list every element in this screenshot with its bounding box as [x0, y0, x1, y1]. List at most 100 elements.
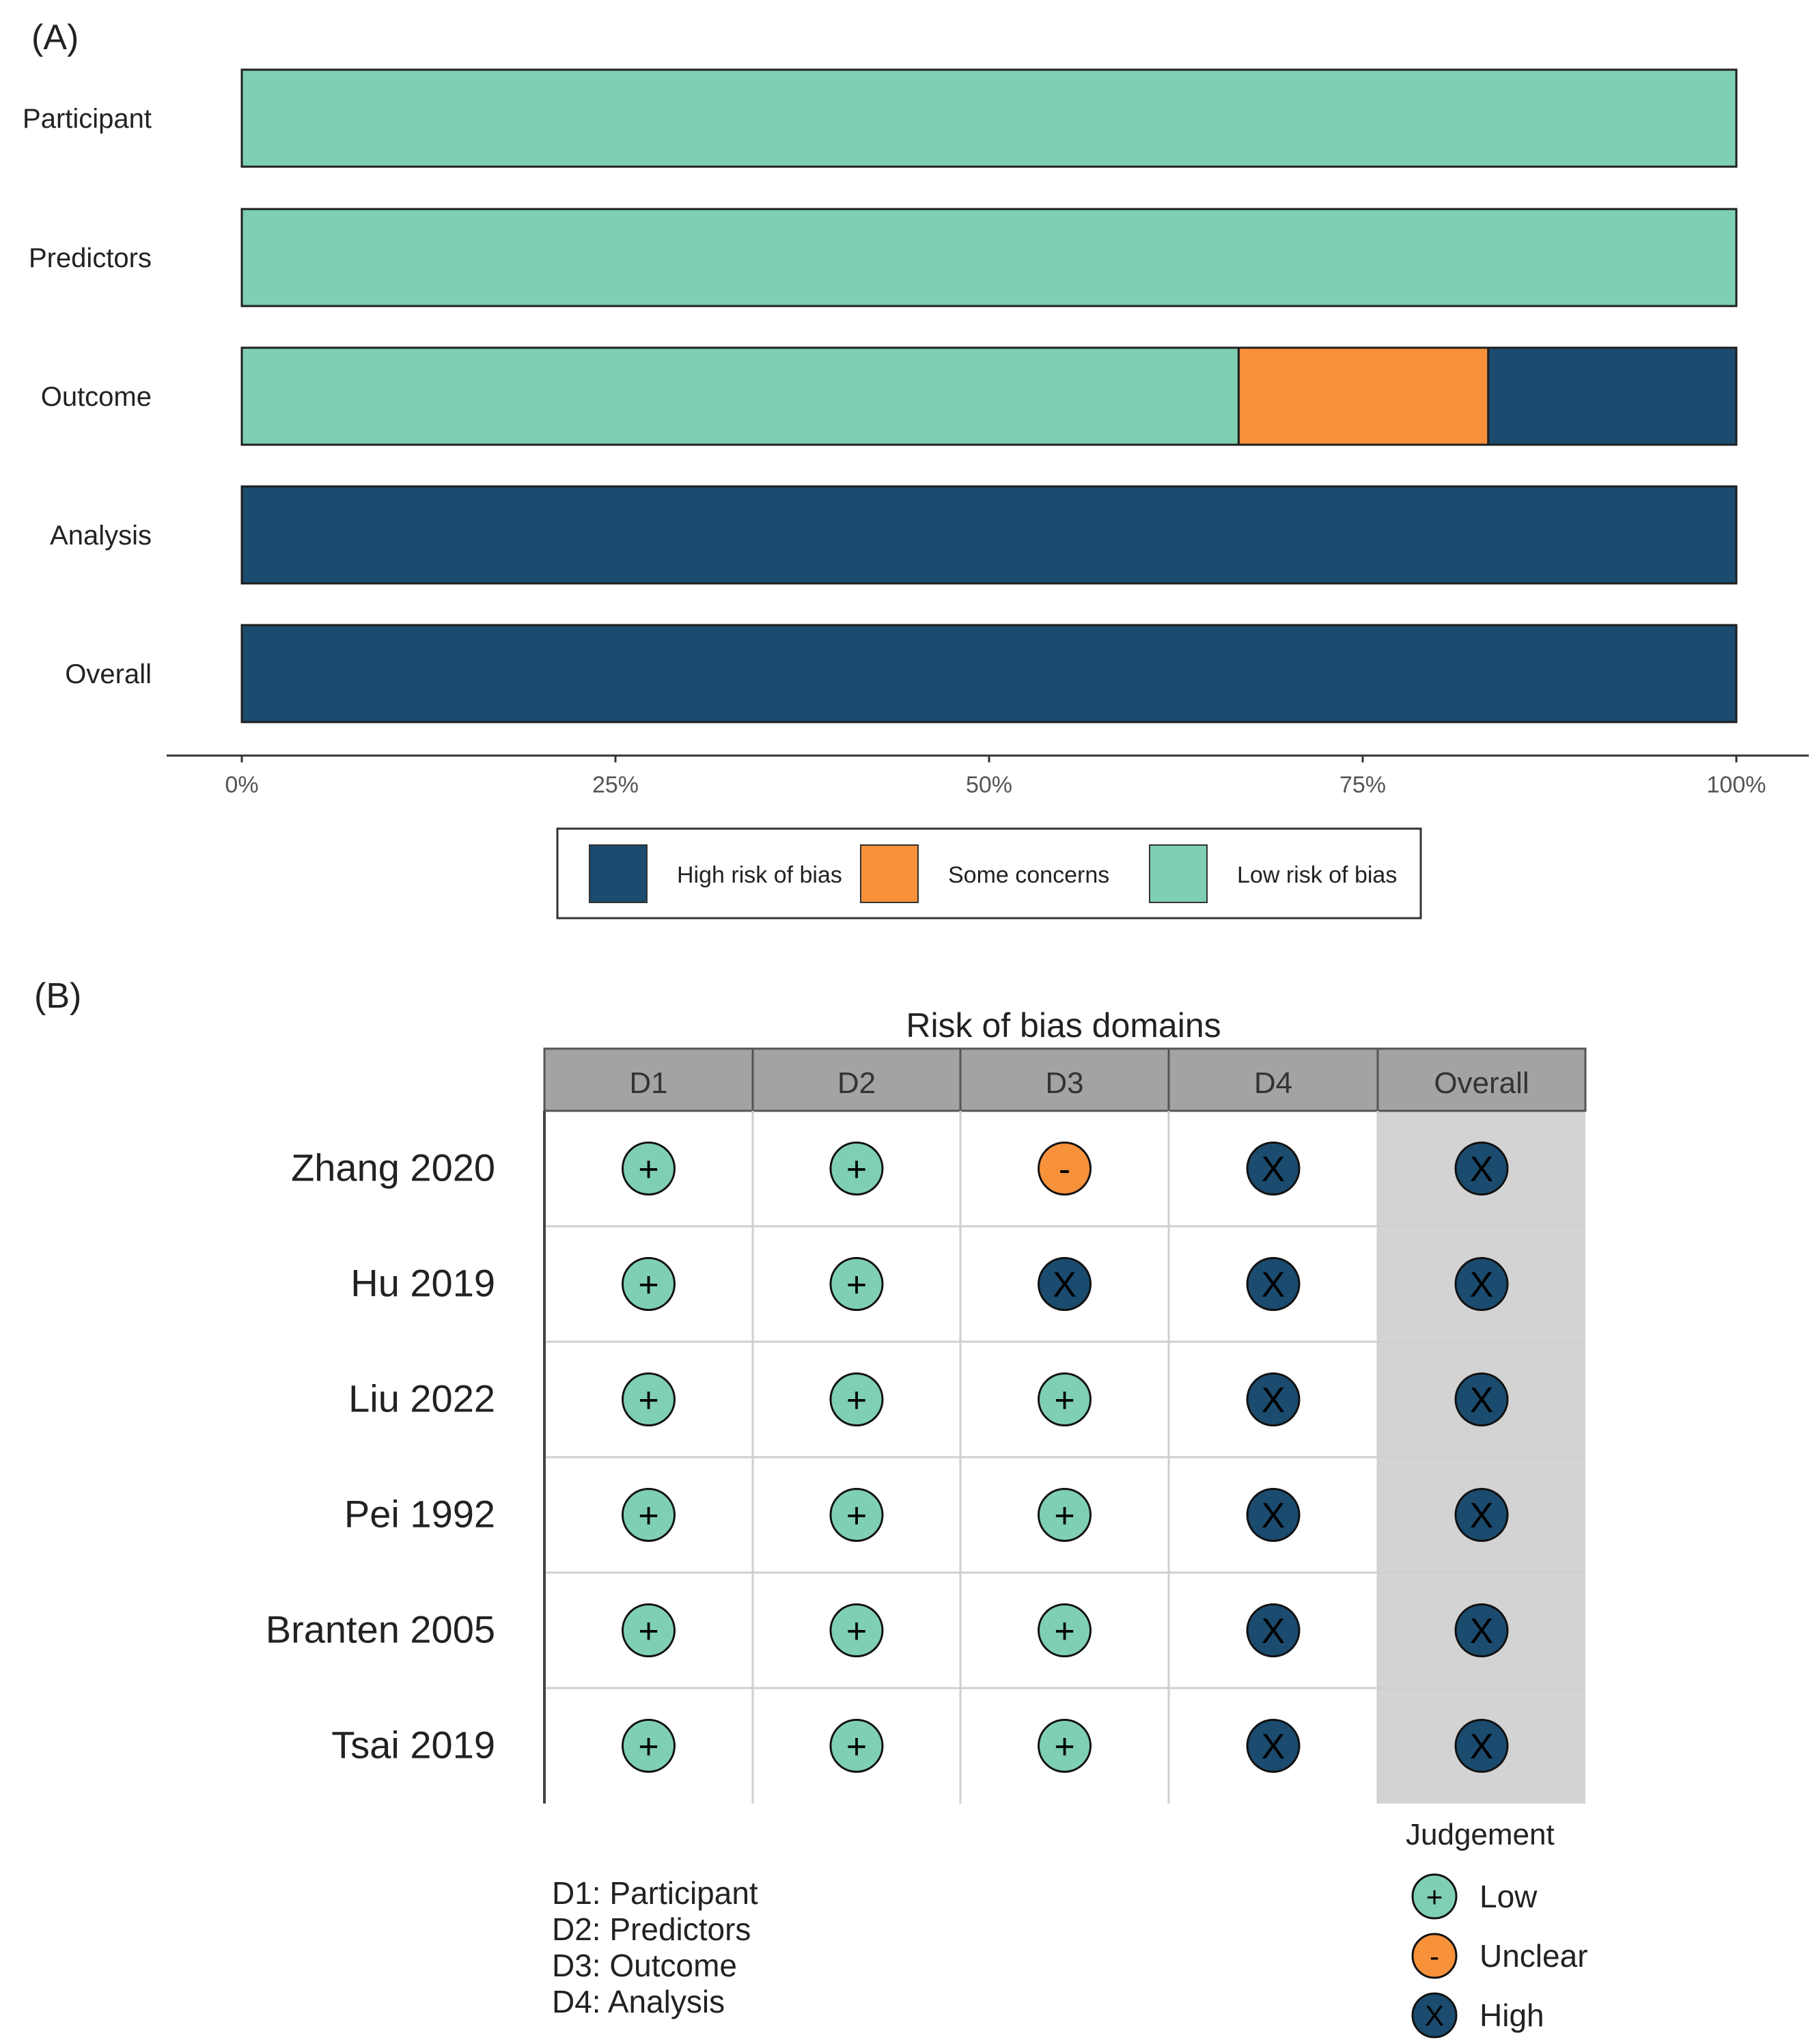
- x-tick-label: 75%: [1339, 772, 1386, 798]
- judgement-circle-low: [829, 1488, 884, 1542]
- bar-segment-high: [1487, 346, 1738, 446]
- judgement-symbol-unclear: -: [1059, 1150, 1070, 1189]
- judgement-circle-low: [829, 1257, 884, 1311]
- legend-swatch-low: [1149, 844, 1208, 903]
- study-label: Branten 2005: [266, 1608, 495, 1651]
- judgement-symbol-low: +: [1054, 1612, 1074, 1651]
- judgement-circle-low: [622, 1257, 676, 1311]
- column-header-cell: [751, 1047, 962, 1112]
- judgement-legend-label: Unclear: [1480, 1938, 1588, 1974]
- judgement-symbol-low: +: [1054, 1727, 1074, 1767]
- judgement-symbol-low: +: [846, 1612, 867, 1651]
- domain-key-line: D2: Predictors: [552, 1911, 751, 1947]
- judgement-symbol-unclear: -: [1430, 1940, 1439, 1972]
- judgement-symbol-low: +: [1426, 1881, 1443, 1913]
- judgement-circle-unclear: [1038, 1142, 1092, 1196]
- x-tick-label: 100%: [1707, 772, 1766, 798]
- judgement-circle-high: [1246, 1719, 1301, 1773]
- judgement-circle-low: [622, 1603, 676, 1657]
- judgement-circle-high: [1038, 1257, 1092, 1311]
- x-tick-label: 0%: [225, 772, 258, 798]
- column-header: D4: [1254, 1066, 1292, 1100]
- legend-label: Low risk of bias: [1237, 862, 1397, 888]
- judgement-symbol-low: +: [638, 1727, 658, 1767]
- judgement-circle-high: [1454, 1372, 1509, 1426]
- bar-segment-low: [240, 346, 1240, 446]
- judgement-circle-high: [1454, 1257, 1509, 1311]
- judgement-symbol-high: X: [1262, 1612, 1286, 1651]
- bar-segment-low: [240, 208, 1738, 307]
- bar-segment-low: [240, 68, 1738, 168]
- domain-key-line: D3: Outcome: [552, 1948, 737, 1983]
- category-label: Analysis: [50, 521, 152, 551]
- category-label: Overall: [65, 659, 152, 689]
- judgement-circle-high: [1454, 1488, 1509, 1542]
- judgement-symbol-high: X: [1470, 1265, 1494, 1305]
- column-header: Overall: [1434, 1066, 1529, 1100]
- judgement-symbol-high: X: [1053, 1265, 1077, 1305]
- domain-key-line: D4: Analysis: [552, 1984, 725, 2019]
- category-label: Outcome: [41, 382, 152, 412]
- judgement-symbol-high: X: [1470, 1727, 1494, 1767]
- study-label: Pei 1992: [344, 1493, 495, 1536]
- column-header-cell: [1167, 1047, 1379, 1112]
- legend-label: High risk of bias: [677, 862, 842, 888]
- judgement-circle-low: [1038, 1603, 1092, 1657]
- bar-segment-high: [240, 485, 1738, 585]
- study-label: Hu 2019: [350, 1262, 495, 1305]
- judgement-symbol-high: X: [1470, 1150, 1494, 1189]
- judgement-symbol-low: +: [846, 1381, 867, 1420]
- column-header: D2: [837, 1066, 876, 1100]
- category-label: Predictors: [29, 243, 152, 273]
- judgement-symbol-high: X: [1262, 1727, 1286, 1767]
- study-label: Liu 2022: [348, 1377, 495, 1420]
- judgement-circle-low: [622, 1719, 676, 1773]
- judgement-circle-high: [1246, 1257, 1301, 1311]
- judgement-symbol-high: X: [1470, 1381, 1494, 1420]
- panel-b-traffic-light-plot: (B) Risk of bias domains D1 D2 D3 D4 Overall Zh…: [34, 976, 1588, 2039]
- column-header-cell: [959, 1047, 1170, 1112]
- judgement-symbol-low: +: [1054, 1381, 1074, 1420]
- judgement-circle-low: [1038, 1488, 1092, 1542]
- judgement-circle-low: [829, 1142, 884, 1196]
- judgement-symbol-low: +: [638, 1612, 658, 1651]
- column-header: D3: [1045, 1066, 1083, 1100]
- judgement-circle-high: [1246, 1603, 1301, 1657]
- judgement-symbol-high: X: [1262, 1496, 1286, 1536]
- judgement-circle-low: [622, 1142, 676, 1196]
- legend-label: Some concerns: [948, 862, 1109, 888]
- judgement-circle-low: [829, 1719, 884, 1773]
- judgement-symbol-low: +: [846, 1727, 867, 1767]
- judgement-circle-high: [1454, 1719, 1509, 1773]
- judgement-symbol-high: X: [1262, 1265, 1286, 1305]
- legend-swatch-high: [589, 844, 648, 903]
- legend-box: [556, 827, 1422, 920]
- panel-b-label: (B): [34, 976, 81, 1016]
- judgement-circle-low: [829, 1603, 884, 1657]
- panel-a-summary-plot: (A) Participant Predictors Outcome Analysis O…: [23, 18, 1809, 920]
- bar-segment-high: [240, 624, 1738, 723]
- column-header-cell: [543, 1047, 754, 1112]
- judgement-circle-low: [1038, 1372, 1092, 1426]
- judgement-symbol-low: +: [1054, 1496, 1074, 1536]
- judgement-circle-low: [622, 1372, 676, 1426]
- judgement-symbol-high: X: [1262, 1381, 1286, 1420]
- judgement-symbol-high: X: [1425, 2000, 1444, 2032]
- judgement-circle-high: [1246, 1488, 1301, 1542]
- judgement-circle-high: [1411, 1992, 1458, 2039]
- judgement-legend-title: Judgement: [1406, 1818, 1555, 1851]
- column-header: D1: [629, 1066, 667, 1100]
- judgement-circle-high: [1246, 1372, 1301, 1426]
- judgement-symbol-high: X: [1262, 1150, 1286, 1189]
- judgement-legend-label: Low: [1480, 1879, 1538, 1914]
- legend-swatch-concerns: [860, 844, 919, 903]
- judgement-circle-low: [622, 1488, 676, 1542]
- judgement-circle-low: [1411, 1873, 1458, 1920]
- judgement-symbol-low: +: [846, 1265, 867, 1305]
- judgement-circle-low: [829, 1372, 884, 1426]
- judgement-circle-high: [1454, 1603, 1509, 1657]
- judgement-symbol-low: +: [846, 1496, 867, 1536]
- judgement-circle-high: [1246, 1142, 1301, 1196]
- column-header-cell: [1376, 1047, 1587, 1112]
